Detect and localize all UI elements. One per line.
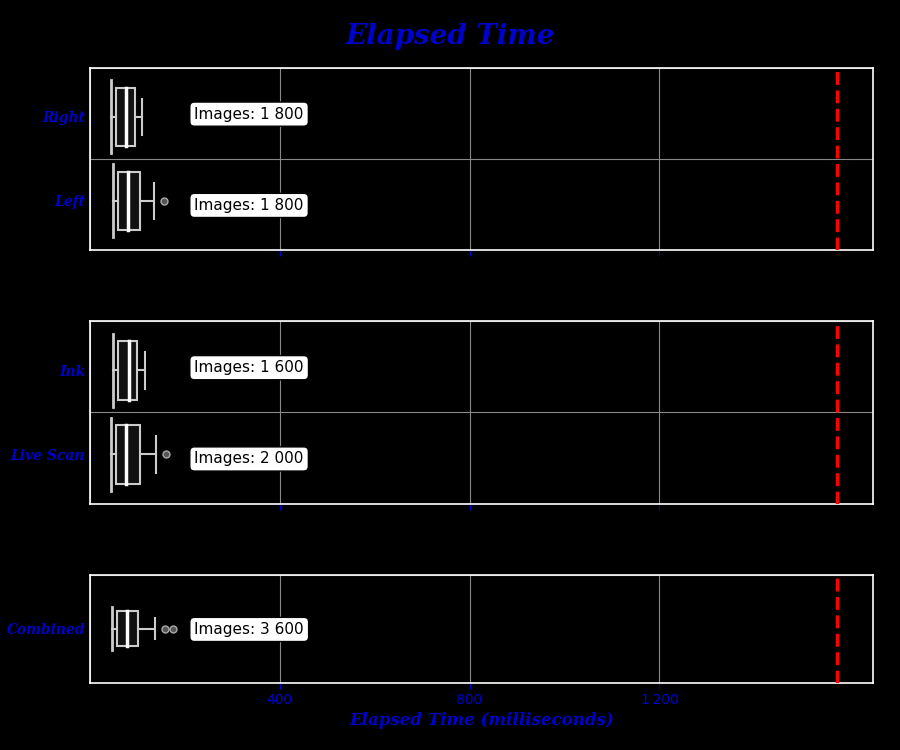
Text: Images: 1 800: Images: 1 800	[194, 198, 304, 213]
Bar	[116, 425, 140, 484]
Text: Images: 2 000: Images: 2 000	[194, 452, 304, 466]
Text: Images: 3 600: Images: 3 600	[194, 622, 304, 637]
Text: Images: 1 800: Images: 1 800	[194, 106, 304, 122]
Bar	[119, 341, 138, 400]
Text: Images: 1 600: Images: 1 600	[194, 360, 304, 375]
Bar	[119, 172, 140, 230]
Bar	[116, 88, 135, 146]
Bar	[117, 611, 139, 646]
Text: Elapsed Time: Elapsed Time	[346, 22, 554, 50]
X-axis label: Elapsed Time (milliseconds): Elapsed Time (milliseconds)	[349, 712, 614, 730]
